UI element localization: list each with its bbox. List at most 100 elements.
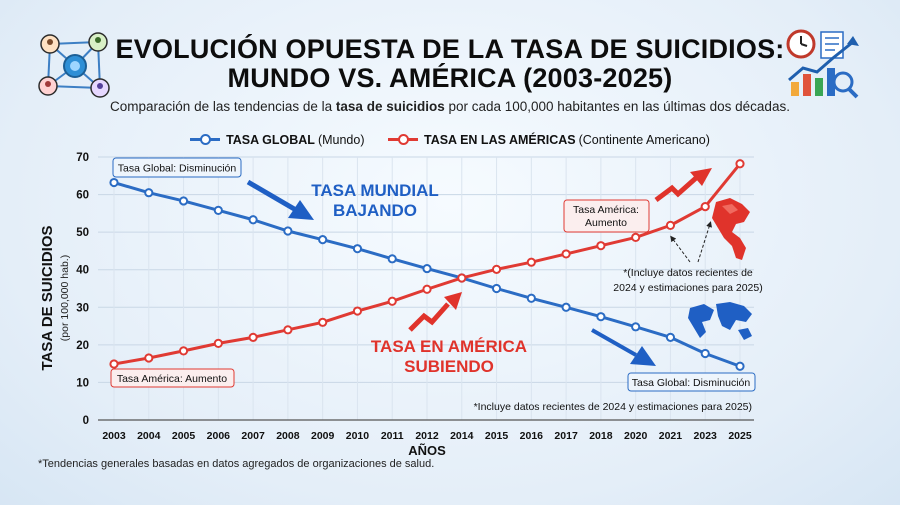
subtitle-text-start: Comparación de las tendencias de la xyxy=(110,99,336,114)
y-tick-label: 20 xyxy=(76,340,89,352)
data-point-global xyxy=(735,361,745,371)
x-tick-label: 2025 xyxy=(728,430,752,442)
legend-swatch-global xyxy=(190,134,221,145)
legend-item-america: TASA EN LAS AMÉRICAS (Continente America… xyxy=(387,133,710,147)
x-tick-label: 2011 xyxy=(381,430,404,442)
data-point-global xyxy=(109,177,119,188)
america-end-arrow xyxy=(654,168,712,202)
data-point-global xyxy=(491,283,502,294)
data-point-global xyxy=(561,302,571,312)
data-point-global xyxy=(387,254,397,264)
america-trend-label-2: SUBIENDO xyxy=(404,357,494,376)
data-point-america xyxy=(631,232,641,243)
data-point-america xyxy=(352,306,363,316)
recent-data-note-bottom: *Incluye datos recientes de 2024 y estim… xyxy=(474,401,752,413)
recent-data-note-arrows xyxy=(670,221,712,263)
x-tick-label: 2006 xyxy=(207,430,231,442)
global-end-arrow xyxy=(591,328,656,366)
recent-data-note-2: 2024 y estimaciones para 2025) xyxy=(613,282,762,294)
chart-series xyxy=(109,159,745,371)
header: EVOLUCIÓN OPUESTA DE LA TASA DE SUICIDIO… xyxy=(0,0,900,100)
world-map-icon xyxy=(688,302,752,340)
america-trend-arrow xyxy=(408,292,462,332)
network-people-icon xyxy=(36,30,114,107)
global-trend-label-2: BAJANDO xyxy=(333,201,417,220)
x-tick-label: 2021 xyxy=(659,430,683,442)
x-tick-label: 2020 xyxy=(624,430,648,442)
data-point-america xyxy=(144,353,154,363)
data-point-global xyxy=(352,244,363,254)
data-point-america xyxy=(457,273,467,283)
data-point-global xyxy=(631,322,641,332)
x-tick-label: 2010 xyxy=(346,430,370,442)
annotation-america-end-text-2: Aumento xyxy=(585,217,627,229)
x-tick-label: 2016 xyxy=(520,430,544,442)
y-tick-label: 70 xyxy=(76,152,89,164)
y-axis-sublabel: (por 100,000 hab.) xyxy=(59,255,71,341)
chart-axes: 0 10 20 30 40 50 60 70 2003 2004 2005 2006 2007 2008 2… xyxy=(76,152,754,442)
y-tick-label: 60 xyxy=(76,190,89,202)
x-axis-label: AÑOS xyxy=(408,443,446,458)
x-tick-label: 2008 xyxy=(276,430,300,442)
annotation-global-end: Tasa Global: Disminución xyxy=(627,372,756,392)
y-tick-label: 50 xyxy=(76,227,89,239)
annotation-global-start-text: Tasa Global: Disminución xyxy=(118,163,237,175)
annotation-global-end-text: Tasa Global: Disminución xyxy=(632,377,751,389)
global-trend-arrow xyxy=(246,179,314,220)
x-tick-label: 2014 xyxy=(450,430,474,442)
page-title-line-2: MUNDO VS. AMÉRICA (2003-2025) xyxy=(227,63,673,93)
x-tick-label: 2009 xyxy=(311,430,335,442)
americas-map-icon xyxy=(712,198,750,260)
data-point-america xyxy=(387,296,397,306)
y-tick-label: 10 xyxy=(76,377,89,389)
x-tick-label: 2015 xyxy=(485,430,509,442)
data-point-global xyxy=(144,188,154,198)
global-trend-label-1: TASA MUNDIAL xyxy=(311,181,438,200)
data-point-global xyxy=(283,226,293,236)
data-point-america xyxy=(213,338,223,348)
data-point-global xyxy=(700,348,710,359)
data-point-global xyxy=(596,312,606,322)
x-tick-label: 2018 xyxy=(589,430,613,442)
x-tick-label: 2003 xyxy=(102,430,126,442)
annotation-global-start: Tasa Global: Disminución xyxy=(112,157,242,178)
data-point-america xyxy=(665,220,676,230)
chart-legend: TASA GLOBAL (Mundo) TASA EN LAS AMÉRICAS… xyxy=(0,130,900,147)
america-trend-label-1: TASA EN AMÉRICA xyxy=(371,337,527,356)
data-point-global xyxy=(213,205,223,215)
data-point-america xyxy=(596,241,606,251)
data-point-america xyxy=(561,249,571,259)
x-tick-label: 2007 xyxy=(241,430,265,442)
x-tick-label: 2005 xyxy=(172,430,196,442)
y-tick-label: 40 xyxy=(76,265,89,277)
legend-swatch-america xyxy=(387,134,418,145)
recent-data-note-1: *(Incluye datos recientes de xyxy=(623,267,753,279)
subtitle-text-end: por cada 100,000 habitantes en las últim… xyxy=(444,99,790,114)
data-point-america xyxy=(318,317,328,327)
page-title-line-1: EVOLUCIÓN OPUESTA DE LA TASA DE SUICIDIO… xyxy=(115,34,785,64)
data-point-america xyxy=(491,264,502,274)
clock-chart-growth-icon xyxy=(783,28,865,105)
annotation-america-start-text: Tasa América: Aumento xyxy=(117,373,227,385)
subtitle-text-bold: tasa de suicidios xyxy=(335,99,445,114)
annotation-america-end-text-1: Tasa América: xyxy=(573,204,639,216)
annotation-america-start: Tasa América: Aumento xyxy=(110,368,235,388)
data-point-america xyxy=(178,346,189,356)
x-tick-label: 2004 xyxy=(137,430,161,442)
x-tick-label: 2023 xyxy=(694,430,718,442)
data-point-america xyxy=(283,325,293,335)
x-tick-label: 2017 xyxy=(554,430,578,442)
data-point-america xyxy=(526,257,536,267)
legend-label-global: TASA GLOBAL xyxy=(226,132,315,147)
data-point-america xyxy=(700,201,710,212)
y-axis-label: TASA DE SUICIDIOS xyxy=(39,225,56,370)
y-tick-label: 30 xyxy=(76,302,89,314)
data-point-global xyxy=(422,263,432,274)
annotation-america-end: Tasa América: Aumento xyxy=(563,199,650,233)
data-point-america xyxy=(422,284,432,294)
subtitle: Comparación de las tendencias de la tasa… xyxy=(0,99,900,114)
data-point-america xyxy=(109,359,119,369)
data-point-global xyxy=(318,235,328,245)
